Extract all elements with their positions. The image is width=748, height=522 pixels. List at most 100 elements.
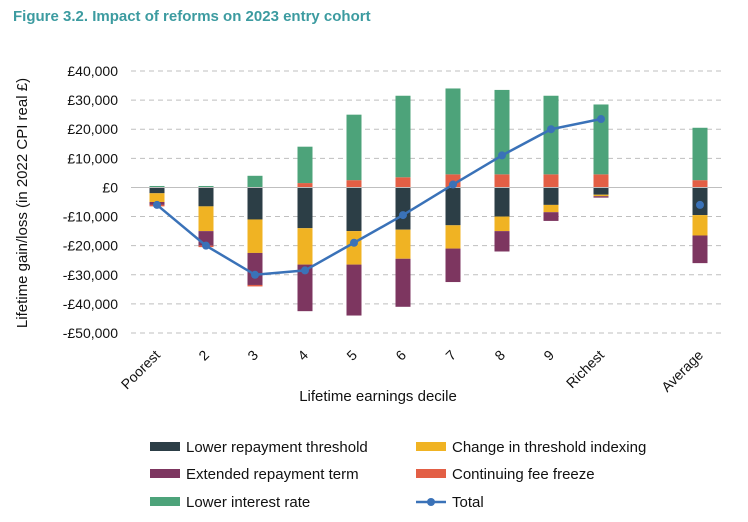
bar-lower-interest-rate bbox=[543, 95, 559, 175]
bar-lower-repayment-threshold bbox=[247, 187, 263, 220]
legend-label-extended-repayment-term: Extended repayment term bbox=[186, 466, 359, 483]
bar-lower-repayment-threshold bbox=[543, 187, 559, 205]
bar-continuing-fee-freeze bbox=[346, 180, 362, 188]
bar-change-in-threshold-indexing bbox=[395, 229, 411, 259]
bar-extended-repayment-term bbox=[593, 196, 609, 198]
total-line bbox=[153, 115, 704, 279]
bar-continuing-fee-freeze bbox=[247, 284, 263, 287]
bar-lower-repayment-threshold bbox=[346, 187, 362, 232]
y-tick-label: £0 bbox=[102, 179, 118, 195]
bar-lower-interest-rate bbox=[149, 185, 165, 188]
x-tick-label: Richest bbox=[563, 347, 607, 391]
bar-change-in-threshold-indexing bbox=[692, 215, 708, 236]
legend-swatch-lower-repayment-threshold bbox=[150, 442, 180, 451]
y-tick-label: -£10,000 bbox=[63, 209, 118, 225]
total-marker bbox=[153, 200, 161, 209]
bar-lower-interest-rate bbox=[297, 146, 313, 184]
bar-lower-interest-rate bbox=[346, 114, 362, 181]
x-tick-label: Average bbox=[658, 347, 706, 395]
bar-extended-repayment-term bbox=[692, 235, 708, 264]
total-marker bbox=[547, 125, 555, 134]
total-marker bbox=[350, 238, 358, 247]
total-marker bbox=[449, 180, 457, 189]
x-axis-title: Lifetime earnings decile bbox=[299, 388, 457, 405]
bar-continuing-fee-freeze bbox=[593, 174, 609, 188]
x-tick-label: 5 bbox=[343, 347, 360, 364]
chart-title: Figure 3.2. Impact of reforms on 2023 en… bbox=[13, 8, 371, 25]
x-tick-label: 3 bbox=[244, 347, 261, 364]
bar-lower-repayment-threshold bbox=[395, 187, 411, 230]
bar-change-in-threshold-indexing bbox=[445, 225, 461, 249]
bar-lower-repayment-threshold bbox=[297, 187, 313, 229]
y-tick-label: -£50,000 bbox=[63, 325, 118, 341]
y-tick-label: £20,000 bbox=[67, 121, 118, 137]
total-marker bbox=[498, 151, 506, 160]
x-tick-label: 4 bbox=[294, 347, 311, 364]
bar-continuing-fee-freeze bbox=[297, 183, 313, 188]
bar-lower-interest-rate bbox=[198, 185, 214, 188]
legend-swatch-continuing-fee-freeze bbox=[416, 469, 446, 478]
bar-continuing-fee-freeze bbox=[395, 177, 411, 188]
bar-lower-repayment-threshold bbox=[445, 187, 461, 226]
bar-lower-repayment-threshold bbox=[494, 187, 510, 217]
bar-lower-interest-rate bbox=[247, 175, 263, 188]
bar-extended-repayment-term bbox=[297, 264, 313, 312]
y-tick-label: £10,000 bbox=[67, 150, 118, 166]
total-line-path bbox=[156, 117, 602, 277]
y-tick-label: £40,000 bbox=[67, 63, 118, 79]
bar-change-in-threshold-indexing bbox=[543, 204, 559, 213]
bar-continuing-fee-freeze bbox=[543, 174, 559, 188]
bar-change-in-threshold-indexing bbox=[247, 219, 263, 253]
x-tick-label: Poorest bbox=[118, 347, 164, 393]
bar-extended-repayment-term bbox=[247, 252, 263, 285]
bar-continuing-fee-freeze bbox=[692, 180, 708, 188]
y-tick-label: -£30,000 bbox=[63, 267, 118, 283]
y-tick-labels: £40,000 £30,000 £20,000 £10,000 £0 -£10,000 -£… bbox=[63, 63, 118, 341]
total-marker bbox=[251, 270, 259, 279]
bar-lower-interest-rate bbox=[593, 104, 609, 175]
bar-change-in-threshold-indexing bbox=[297, 228, 313, 265]
legend-swatch-extended-repayment-term bbox=[150, 469, 180, 478]
legend-swatch-change-in-threshold-indexing bbox=[416, 442, 446, 451]
y-axis-title: Lifetime gain/loss (in 2022 CPI real £) bbox=[14, 78, 31, 328]
total-marker bbox=[399, 211, 407, 220]
total-marker bbox=[696, 200, 704, 209]
bar-lower-interest-rate bbox=[494, 89, 510, 175]
y-tick-label: -£40,000 bbox=[63, 296, 118, 312]
bar-extended-repayment-term bbox=[346, 264, 362, 316]
legend-label-lower-interest-rate: Lower interest rate bbox=[186, 494, 310, 511]
total-marker bbox=[301, 266, 309, 275]
y-tick-label: -£20,000 bbox=[63, 238, 118, 254]
bar-lower-repayment-threshold bbox=[149, 187, 165, 194]
legend: Lower repayment threshold Change in thres… bbox=[150, 439, 646, 511]
legend-label-continuing-fee-freeze: Continuing fee freeze bbox=[452, 466, 595, 483]
bar-lower-repayment-threshold bbox=[198, 187, 214, 207]
bar-change-in-threshold-indexing bbox=[198, 206, 214, 232]
legend-label-lower-repayment-threshold: Lower repayment threshold bbox=[186, 439, 368, 456]
bar-lower-interest-rate bbox=[692, 127, 708, 181]
bar-change-in-threshold-indexing bbox=[149, 193, 165, 202]
bar-change-in-threshold-indexing bbox=[494, 216, 510, 232]
legend-swatch-lower-interest-rate bbox=[150, 497, 180, 506]
bar-lower-interest-rate bbox=[445, 88, 461, 175]
bar-extended-repayment-term bbox=[395, 258, 411, 307]
x-tick-label: 2 bbox=[195, 347, 212, 364]
x-tick-label: 6 bbox=[392, 347, 409, 364]
bar-lower-interest-rate bbox=[395, 95, 411, 178]
bar-lower-repayment-threshold bbox=[593, 187, 609, 195]
legend-label-change-in-threshold-indexing: Change in threshold indexing bbox=[452, 439, 646, 456]
x-tick-label: 9 bbox=[540, 347, 557, 364]
y-tick-label: £30,000 bbox=[67, 92, 118, 108]
bars bbox=[149, 88, 708, 316]
bar-change-in-threshold-indexing bbox=[593, 194, 609, 197]
bar-continuing-fee-freeze bbox=[494, 174, 510, 188]
total-marker bbox=[202, 241, 210, 250]
x-tick-label: 8 bbox=[491, 347, 508, 364]
legend-label-total: Total bbox=[452, 494, 484, 511]
bar-extended-repayment-term bbox=[543, 212, 559, 221]
legend-swatch-total-marker bbox=[427, 498, 435, 506]
bar-change-in-threshold-indexing bbox=[346, 231, 362, 265]
x-tick-label: 7 bbox=[442, 347, 459, 364]
bar-extended-repayment-term bbox=[445, 248, 461, 283]
